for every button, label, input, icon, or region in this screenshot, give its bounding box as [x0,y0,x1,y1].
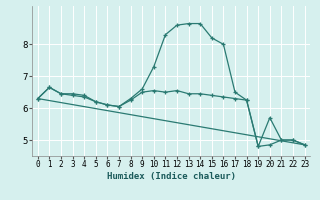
X-axis label: Humidex (Indice chaleur): Humidex (Indice chaleur) [107,172,236,181]
